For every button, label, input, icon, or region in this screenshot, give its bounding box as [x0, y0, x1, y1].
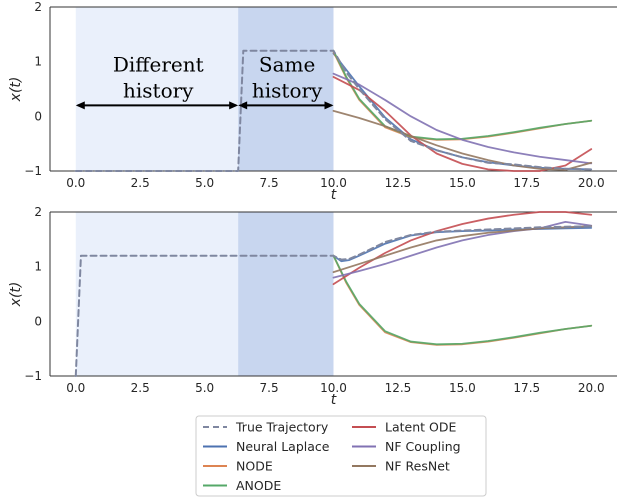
top-shaded-region-1: [75, 7, 239, 171]
bottom-series-true-trajectory: [74, 225, 593, 377]
bottom-x-tick-label: 5.0: [195, 381, 214, 395]
top-history-arrow-2: [238, 101, 334, 110]
top-y-axis-label: x(t): [8, 77, 24, 103]
bottom-shaded-region-1: [75, 212, 239, 376]
bottom-y-axis-label: x(t): [8, 282, 24, 308]
top-annotation-history: history: [123, 79, 194, 103]
bottom-x-tick-label: 20.0: [578, 381, 605, 395]
top-x-tick-label: 20.0: [578, 176, 605, 190]
top-y-tick-label: 2: [34, 0, 42, 14]
bottom-series-anode: [332, 254, 593, 346]
top-history-arrow-1: [75, 101, 239, 110]
legend-frame: [195, 415, 487, 497]
bottom-x-tick-label: 17.5: [513, 381, 540, 395]
top-series-anode: [332, 49, 593, 141]
bottom-x-tick-label: 15.0: [449, 381, 476, 395]
top-y-tick-label: 1: [34, 55, 42, 69]
top-x-tick-label: 12.5: [385, 176, 412, 190]
bottom-shaded-region-2: [238, 212, 334, 376]
bottom-x-tick-label: 12.5: [385, 381, 412, 395]
top-series-nf-coupling: [332, 72, 593, 165]
bottom-y-tick-label: 0: [34, 314, 42, 328]
top-annotation-history: history: [252, 79, 323, 103]
legend-label-neural-laplace: Neural Laplace: [236, 439, 330, 454]
bottom-y-tick-label: 1: [34, 260, 42, 274]
bottom-x-tick-label: 10.0: [320, 381, 347, 395]
top-shaded-region-2: [238, 7, 334, 171]
top-x-tick-label: 2.5: [131, 176, 150, 190]
bottom-x-tick-label: 2.5: [131, 381, 150, 395]
legend-label-true-trajectory: True Trajectory: [235, 420, 329, 435]
top-x-axis-label: t: [331, 187, 337, 203]
top-x-tick-label: 0.0: [66, 176, 85, 190]
top-x-tick-label: 7.5: [260, 176, 279, 190]
legend-label-latent-ode: Latent ODE: [385, 420, 456, 435]
bottom-panel: 0.0 2.5 5.0 7.5 10.0 12.5 15.0 17.5 20.0 2 1 0 −1 t x(…: [8, 205, 617, 408]
top-x-tick-label: 5.0: [195, 176, 214, 190]
top-x-tick-label: 10.0: [320, 176, 347, 190]
top-panel: 0.0 2.5 5.0 7.5 10.0 12.5 15.0 17.5 20.0 2 1 0 −1 t x(…: [8, 0, 617, 203]
top-x-tick-label: 17.5: [513, 176, 540, 190]
legend-label-node: NODE: [236, 459, 273, 474]
legend-label-nf-resnet: NF ResNet: [385, 459, 450, 474]
bottom-x-tick-label: 7.5: [260, 381, 279, 395]
bottom-x-tick-label: 0.0: [66, 381, 85, 395]
bottom-x-axis-label: t: [331, 392, 337, 408]
top-series-nf-resnet: [332, 109, 593, 171]
top-y-tick-label: −1: [24, 164, 42, 178]
bottom-y-tick-label: −1: [24, 369, 42, 383]
top-annotation-same: Same: [259, 52, 315, 76]
legend-label-nf-coupling: NF Coupling: [385, 439, 461, 454]
bottom-y-tick-label: 2: [34, 205, 42, 219]
top-series-true-trajectory: [74, 49, 593, 172]
bottom-series-neural-laplace: [332, 226, 593, 263]
top-annotation-different: Different: [113, 52, 204, 76]
legend: True Trajectory Neural Laplace NODE ANODE La…: [195, 415, 487, 497]
top-x-tick-label: 15.0: [449, 176, 476, 190]
top-y-tick-label: 0: [34, 109, 42, 123]
legend-label-anode: ANODE: [236, 478, 281, 493]
